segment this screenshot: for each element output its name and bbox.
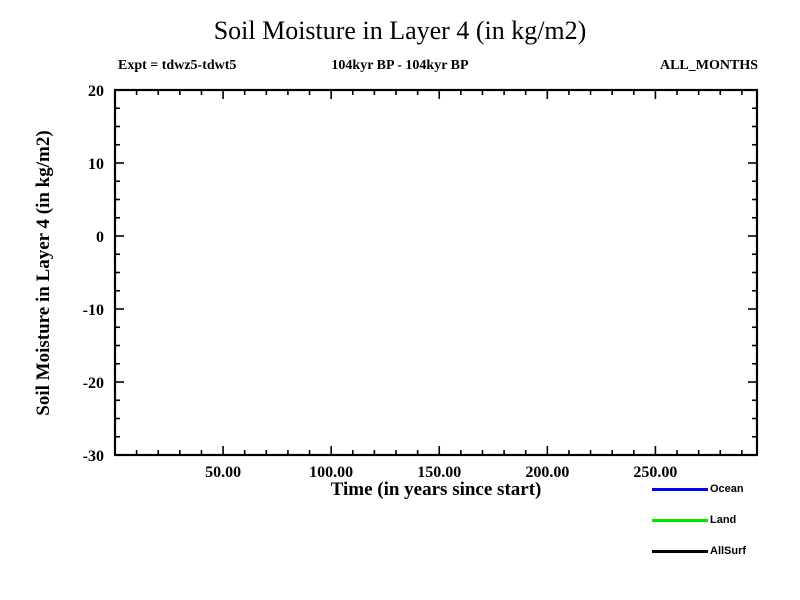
y-tick-label: 10 bbox=[88, 156, 104, 173]
y-tick-label: 20 bbox=[88, 83, 104, 100]
x-tick-label: 50.00 bbox=[205, 464, 241, 481]
axis-frame bbox=[113, 88, 759, 457]
experiment-label: Expt = tdwz5-tdwt5 bbox=[118, 58, 237, 73]
y-tick-label: 0 bbox=[96, 229, 104, 246]
legend-label-land: Land bbox=[710, 514, 737, 526]
page-title: Soil Moisture in Layer 4 (in kg/m2) bbox=[213, 16, 587, 45]
y-tick-label: -10 bbox=[83, 302, 104, 319]
x-tick-label: 200.00 bbox=[525, 464, 569, 481]
legend-swatch-allsurf bbox=[652, 550, 708, 553]
legend-swatch-ocean bbox=[652, 488, 708, 491]
y-tick-label: -30 bbox=[83, 448, 104, 465]
x-tick-label: 150.00 bbox=[417, 464, 461, 481]
axis-tick-labels: 50.00 100.00 150.00 200.00 250.00 -30 -20 -10 0 1… bbox=[83, 83, 678, 481]
legend-label-ocean: Ocean bbox=[710, 483, 744, 495]
legend: Ocean Land AllSurf bbox=[652, 482, 792, 560]
legend-label-allsurf: AllSurf bbox=[710, 545, 747, 557]
legend-swatch-land bbox=[652, 519, 708, 522]
x-tick-label: 100.00 bbox=[309, 464, 353, 481]
y-tick-label: -20 bbox=[83, 375, 104, 392]
x-tick-label: 250.00 bbox=[633, 464, 677, 481]
axis-ticks bbox=[114, 89, 757, 456]
months-label: ALL_MONTHS bbox=[659, 58, 758, 73]
period-label: 104kyr BP - 104kyr BP bbox=[331, 58, 469, 73]
x-axis-title: Time (in years since start) bbox=[330, 479, 542, 500]
